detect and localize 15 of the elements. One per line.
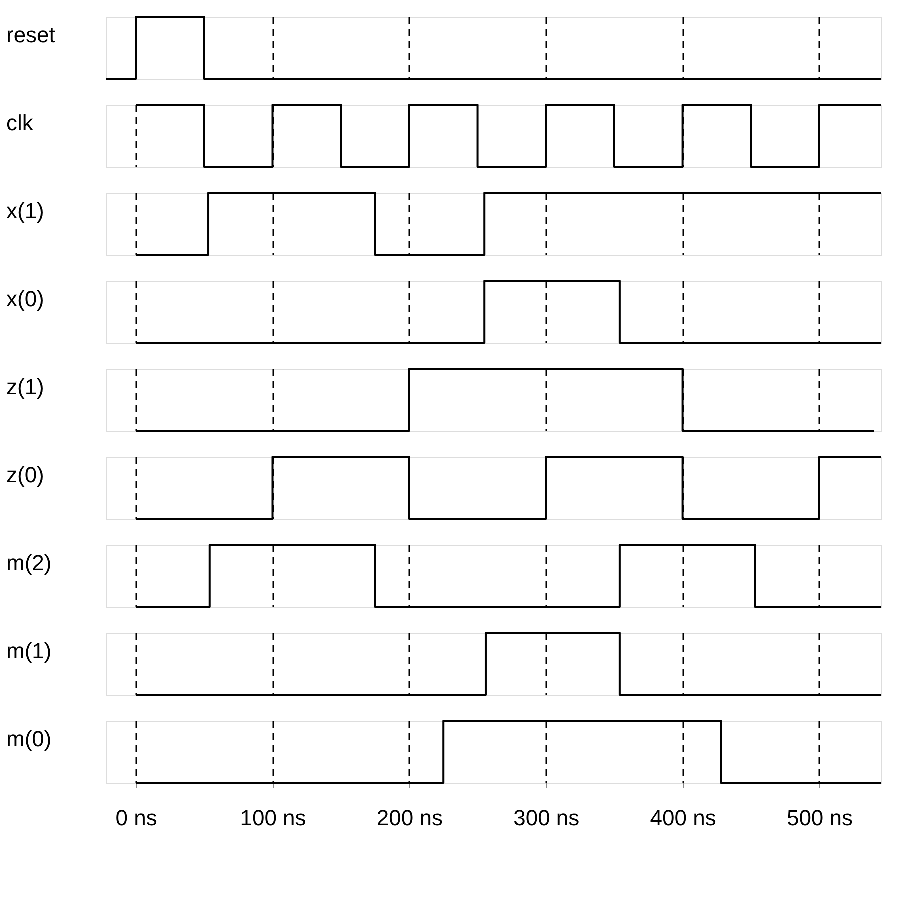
x-tick-label: 300 ns — [514, 806, 580, 830]
y-axis-title: x(0) — [6, 286, 44, 312]
y-axis-title: m(0) — [6, 726, 52, 752]
x-tick-label: 100 ns — [240, 806, 306, 830]
y-axis-title: m(2) — [6, 550, 52, 576]
y-axis-title: z(0) — [6, 462, 44, 488]
y-axis-title: clk — [6, 110, 34, 136]
x-tick-label: 0 ns — [116, 806, 158, 830]
y-axis-title: reset — [6, 22, 56, 48]
y-axis-title: m(1) — [6, 638, 52, 664]
y-axis-title: z(1) — [6, 374, 44, 400]
x-tick-label: 400 ns — [650, 806, 716, 830]
x-tick-label: 200 ns — [376, 806, 443, 830]
x-tick-label: 500 ns — [786, 806, 854, 830]
y-axis-title: x(1) — [6, 198, 44, 224]
